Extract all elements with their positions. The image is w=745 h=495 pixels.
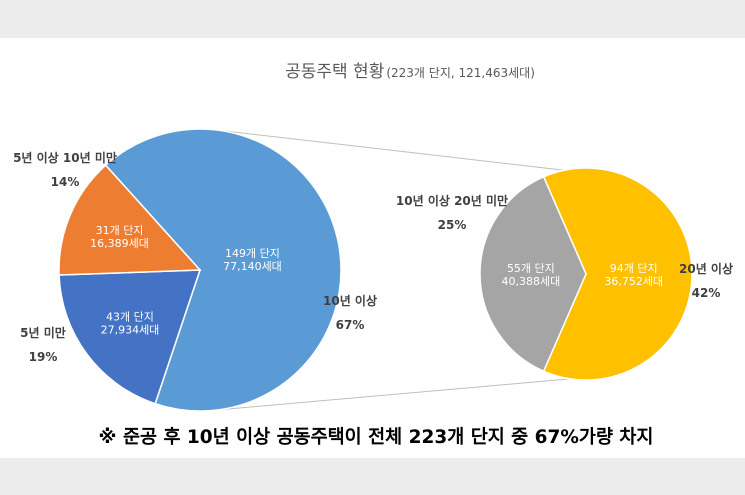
data-label-ten-plus: 149개 단지 77,140세대 xyxy=(223,247,282,273)
pie-slice-five-to-ten xyxy=(58,164,202,276)
category-label-ten-to-twenty: 10년 이상 20년 미만 25% xyxy=(396,193,508,232)
category-label-ten-plus: 10년 이상 67% xyxy=(323,293,377,332)
connector-line-top xyxy=(219,129,563,171)
pie-slice-twenty-plus xyxy=(542,167,693,381)
data-label-five-to-ten: 31개 단지 16,389세대 xyxy=(90,224,149,250)
pie-slice-ten-to-twenty xyxy=(479,175,587,373)
category-label-under-five: 5년 미만 19% xyxy=(20,325,66,364)
category-label-twenty-plus: 20년 이상 42% xyxy=(679,261,733,300)
data-label-ten-to-twenty: 55개 단지 40,388세대 xyxy=(502,262,561,288)
data-label-twenty-plus: 94개 단지 36,752세대 xyxy=(604,262,663,288)
connector-line-bottom xyxy=(207,377,581,412)
footnote: ※ 준공 후 10년 이상 공동주택이 전체 223개 단지 중 67%가량 차… xyxy=(99,427,654,448)
data-label-under-five: 43개 단지 27,934세대 xyxy=(101,310,160,336)
pie-slice-under-five xyxy=(58,269,202,405)
pie-slice-ten-plus xyxy=(104,128,342,412)
category-label-five-to-ten: 5년 이상 10년 미만 14% xyxy=(13,150,117,189)
chart-title: 공동주택 현황 (223개 단지, 121,463세대) xyxy=(285,62,535,82)
